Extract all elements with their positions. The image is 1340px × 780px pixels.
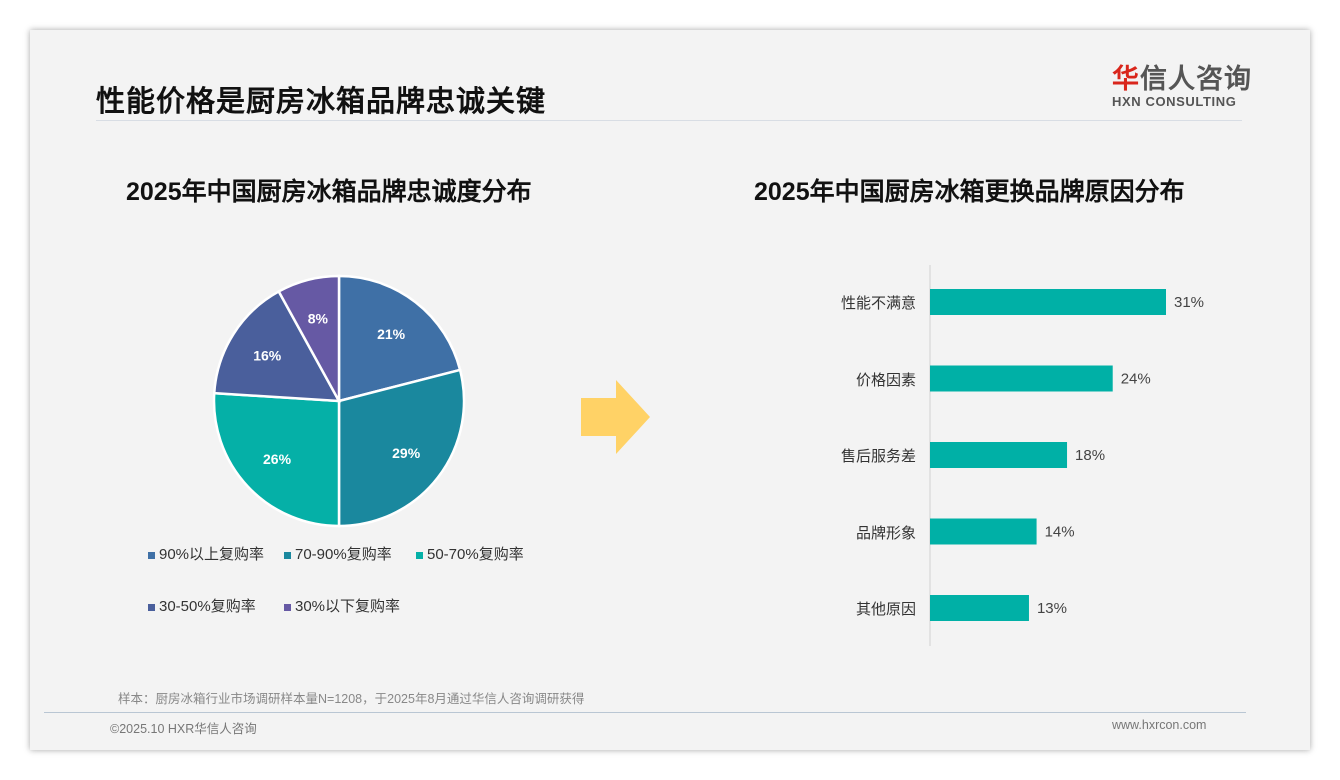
footer-divider (44, 712, 1246, 713)
bar-category-label: 售后服务差 (840, 448, 916, 465)
bar (930, 365, 1113, 392)
legend-label: 70-90%复购率 (295, 546, 392, 563)
bar-category-label: 性能不满意 (840, 295, 916, 312)
arrow-icon (581, 380, 650, 454)
pie-data-label: 26% (263, 451, 292, 467)
pie-slice (212, 391, 341, 528)
pie-slice (337, 368, 466, 528)
legend-item: 70-90%复购率 (284, 543, 392, 564)
bar-data-label: 24% (1121, 371, 1151, 388)
legend-label: 50-70%复购率 (427, 546, 524, 563)
legend-swatch (284, 603, 291, 611)
bar (930, 289, 1166, 315)
legend-swatch (148, 603, 155, 611)
legend-swatch (416, 551, 423, 559)
page-title: 性能价格是厨房冰箱品牌忠诚关键 (96, 86, 547, 118)
pie-data-label: 8% (308, 311, 329, 327)
bar-category-label: 其他原因 (855, 601, 916, 618)
legend-swatch (148, 551, 155, 559)
pie-data-label: 16% (253, 347, 282, 363)
pie-data-label: 21% (377, 326, 406, 342)
logo: 华信人咨询 HXN CONSULTING (1112, 64, 1252, 109)
legend-item: 50-70%复购率 (416, 543, 524, 564)
legend-swatch (284, 551, 291, 559)
charts-canvas: 21% 29% 26% 16% 8% 31% 24% 18% 14% 13% (212, 265, 1204, 646)
bar-data-label: 18% (1075, 447, 1105, 464)
website-link[interactable]: www.hxrcon.com (1112, 718, 1207, 732)
sample-note: 样本：厨房冰箱行业市场调研样本量N=1208，于2025年8月通过华信人咨询调研… (118, 692, 585, 706)
legend-label: 30-50%复购率 (159, 598, 256, 615)
legend-label: 90%以上复购率 (159, 546, 265, 563)
legend-item: 30-50%复购率 (148, 595, 256, 616)
header-divider (96, 120, 1242, 121)
bar-category-label: 价格因素 (855, 371, 916, 389)
copyright: ©2025.10 HXR华信人咨询 (110, 722, 257, 736)
logo-cn-red: 华 (1112, 64, 1140, 94)
bar (930, 442, 1068, 468)
bar-data-label: 31% (1174, 294, 1204, 311)
bar-data-label: 14% (1045, 524, 1075, 541)
bar (930, 518, 1037, 545)
slide: 性能价格是厨房冰箱品牌忠诚关键 华信人咨询 HXN CONSULTING 202… (30, 30, 1310, 750)
legend-label: 30%以下复购率 (295, 598, 401, 615)
legend-item: 90%以上复购率 (148, 543, 264, 564)
bar (930, 595, 1029, 621)
pie-data-label: 29% (392, 445, 421, 461)
pie-slice (337, 274, 462, 403)
pie-slice (277, 274, 341, 402)
logo-en: HXN CONSULTING (1112, 94, 1237, 109)
pie-slice (212, 289, 342, 403)
legend-item: 30%以下复购率 (284, 595, 400, 616)
bar-category-label: 品牌形象 (855, 524, 916, 542)
pie-chart-title: 2025年中国厨房冰箱品牌忠诚度分布 (126, 178, 532, 206)
logo-cn: 信人咨询 (1140, 64, 1252, 94)
bar-data-label: 13% (1037, 600, 1067, 617)
bar-chart-title: 2025年中国厨房冰箱更换品牌原因分布 (754, 178, 1185, 206)
